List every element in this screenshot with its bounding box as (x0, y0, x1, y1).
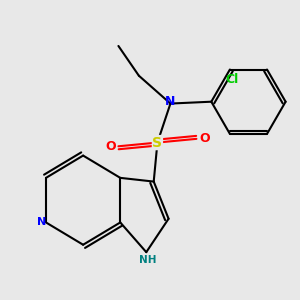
Text: Cl: Cl (225, 74, 238, 86)
Text: N: N (37, 218, 46, 227)
Text: NH: NH (140, 255, 157, 265)
Text: O: O (105, 140, 116, 153)
Text: S: S (152, 136, 162, 150)
Text: O: O (199, 132, 210, 146)
Text: N: N (165, 95, 176, 108)
